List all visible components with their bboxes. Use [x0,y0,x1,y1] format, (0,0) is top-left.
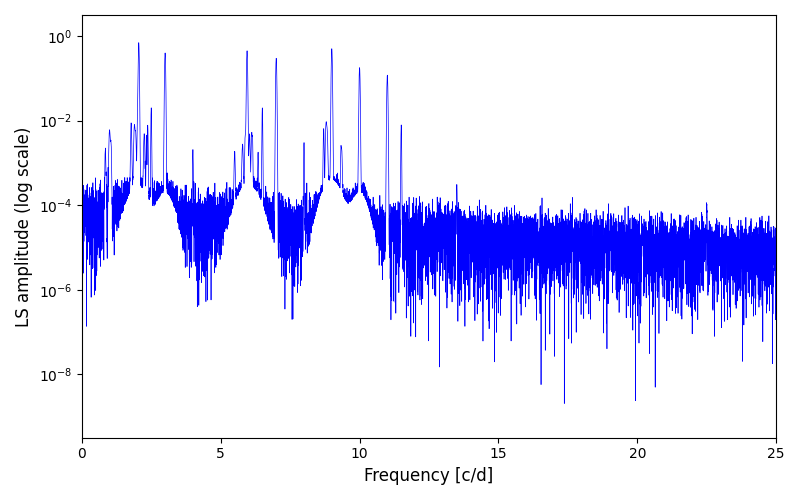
Y-axis label: LS amplitude (log scale): LS amplitude (log scale) [15,126,33,326]
X-axis label: Frequency [c/d]: Frequency [c/d] [364,467,494,485]
